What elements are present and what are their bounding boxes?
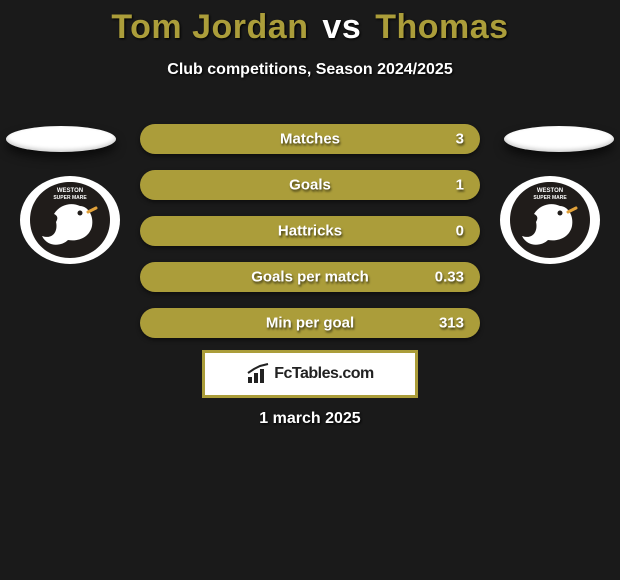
stat-value-right: 0.33: [435, 269, 464, 286]
date-text: 1 march 2025: [259, 410, 360, 428]
stat-value-right: 0: [456, 223, 464, 240]
left-player-disc: [6, 126, 116, 152]
stat-row: Goals 1: [140, 170, 480, 200]
club-badge-icon: WESTON SUPER MARE: [500, 176, 600, 264]
stat-row: Goals per match 0.33: [140, 262, 480, 292]
stats-container: Matches 3 Goals 1 Hattricks 0 Goals per …: [140, 124, 480, 354]
stat-label: Goals per match: [251, 269, 369, 286]
club-badge-icon: WESTON SUPER MARE: [20, 176, 120, 264]
stat-row: Min per goal 313: [140, 308, 480, 338]
stat-row: Matches 3: [140, 124, 480, 154]
vs-text: vs: [322, 8, 361, 46]
bar-chart-icon: [246, 363, 270, 385]
player2-name: Thomas: [375, 8, 508, 46]
brand-box[interactable]: FcTables.com: [202, 350, 418, 398]
stat-value-right: 1: [456, 177, 464, 194]
stat-value-right: 3: [456, 131, 464, 148]
svg-text:WESTON: WESTON: [537, 188, 563, 194]
right-player-disc: [504, 126, 614, 152]
svg-text:WESTON: WESTON: [57, 188, 83, 194]
svg-text:SUPER MARE: SUPER MARE: [53, 195, 87, 201]
subtitle: Club competitions, Season 2024/2025: [0, 61, 620, 79]
page-title: Tom Jordan vs Thomas: [0, 0, 620, 47]
stat-label: Min per goal: [266, 315, 354, 332]
stat-label: Goals: [289, 177, 331, 194]
stat-label: Hattricks: [278, 223, 342, 240]
svg-text:SUPER MARE: SUPER MARE: [533, 195, 567, 201]
player1-name: Tom Jordan: [111, 8, 308, 46]
brand-text: FcTables.com: [274, 365, 374, 383]
stat-value-right: 313: [439, 315, 464, 332]
stat-label: Matches: [280, 131, 340, 148]
left-club-badge: WESTON SUPER MARE: [20, 176, 120, 264]
right-club-badge: WESTON SUPER MARE: [500, 176, 600, 264]
stat-row: Hattricks 0: [140, 216, 480, 246]
